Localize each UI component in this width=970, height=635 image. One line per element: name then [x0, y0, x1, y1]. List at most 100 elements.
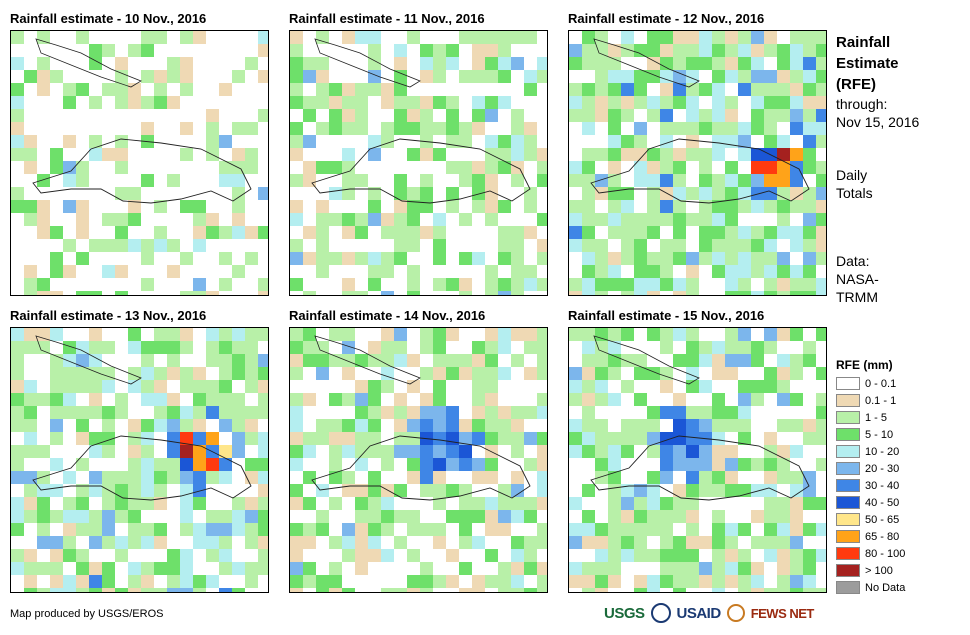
raster-cell [420, 148, 433, 161]
raster-cell [608, 122, 621, 135]
raster-cell [219, 419, 232, 432]
raster-cell [725, 354, 738, 367]
raster-cell [102, 471, 115, 484]
raster-cell [407, 265, 420, 278]
raster-cell [329, 83, 342, 96]
raster-cell [777, 575, 790, 588]
raster-cell [472, 187, 485, 200]
raster-cell [511, 354, 524, 367]
raster-cell [316, 122, 329, 135]
raster-cell [407, 148, 420, 161]
raster-cell [660, 328, 673, 341]
raster-cell [420, 484, 433, 497]
raster-cell [673, 70, 686, 83]
raster-cell [725, 341, 738, 354]
raster-cell [115, 291, 128, 295]
raster-cell [394, 484, 407, 497]
raster-cell [621, 31, 634, 44]
raster-cell [790, 419, 803, 432]
raster-cell [167, 432, 180, 445]
raster-cell [115, 83, 128, 96]
raster-cell [777, 291, 790, 295]
legend-item: 50 - 65 [836, 512, 905, 527]
raster-cell [790, 328, 803, 341]
raster-cell [764, 174, 777, 187]
raster-cell [368, 341, 381, 354]
raster-cell [537, 588, 547, 592]
raster-cell [699, 484, 712, 497]
raster-cell [76, 213, 89, 226]
raster-cell [686, 31, 699, 44]
raster-cell [394, 328, 407, 341]
raster-cell [582, 226, 595, 239]
raster-cell [647, 510, 660, 523]
raster-cell [738, 484, 751, 497]
raster-cell [582, 562, 595, 575]
raster-cell [537, 70, 547, 83]
raster-cell [738, 562, 751, 575]
raster-cell [790, 83, 803, 96]
raster-cell [660, 122, 673, 135]
raster-cell [232, 523, 245, 536]
raster-cell [751, 200, 764, 213]
raster-cell [673, 432, 686, 445]
raster-cell [472, 161, 485, 174]
raster-cell [634, 83, 647, 96]
raster-cell [24, 406, 37, 419]
raster-cell [232, 70, 245, 83]
raster-cell [673, 239, 686, 252]
legend-swatch [836, 581, 860, 594]
raster-cell [342, 31, 355, 44]
raster-cell [407, 278, 420, 291]
raster-cell [738, 432, 751, 445]
raster-cell [206, 393, 219, 406]
raster-cell [232, 122, 245, 135]
raster-cell [751, 161, 764, 174]
legend-swatch [836, 530, 860, 543]
raster-cell [738, 278, 751, 291]
raster-cell [154, 239, 167, 252]
raster-cell [446, 109, 459, 122]
raster-cell [219, 536, 232, 549]
raster-cell [141, 393, 154, 406]
raster-cell [290, 354, 303, 367]
raster-cell [407, 291, 420, 295]
raster-cell [524, 562, 537, 575]
raster-cell [498, 31, 511, 44]
raster-cell [712, 406, 725, 419]
raster-cell [420, 96, 433, 109]
raster-cell [446, 57, 459, 70]
raster-cell [738, 70, 751, 83]
raster-cell [355, 523, 368, 536]
raster-cell [751, 562, 764, 575]
raster-cell [329, 471, 342, 484]
raster-cell [595, 419, 608, 432]
raster-cell [660, 31, 673, 44]
raster-cell [777, 135, 790, 148]
raster-cell [485, 510, 498, 523]
raster-cell [206, 536, 219, 549]
raster-cell [368, 265, 381, 278]
raster-cell [290, 31, 303, 44]
raster-cell [803, 432, 816, 445]
raster-cell [381, 122, 394, 135]
raster-cell [569, 523, 582, 536]
raster-cell [219, 380, 232, 393]
data-source: Data: NASA- TRMM [836, 252, 879, 306]
raster-cell [433, 497, 446, 510]
raster-cell [647, 523, 660, 536]
raster-cell [485, 328, 498, 341]
raster-cell [342, 328, 355, 341]
raster-cell [381, 367, 394, 380]
raster-cell [511, 575, 524, 588]
raster-cell [582, 367, 595, 380]
raster-cell [764, 458, 777, 471]
raster-cell [355, 510, 368, 523]
hispaniola-outline [590, 138, 810, 204]
legend-label: 20 - 30 [865, 462, 900, 475]
raster-cell [394, 536, 407, 549]
raster-cell [764, 200, 777, 213]
raster-cell [485, 96, 498, 109]
raster-cell [206, 406, 219, 419]
raster-cell [37, 328, 50, 341]
